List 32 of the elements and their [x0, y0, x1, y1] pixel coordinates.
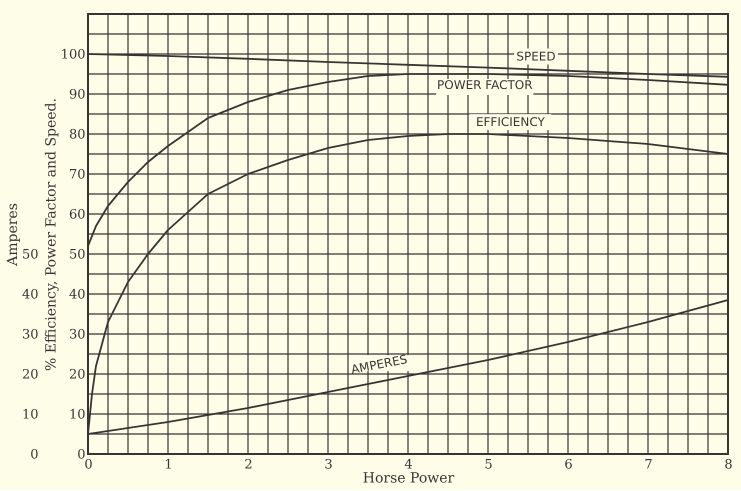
y2-tick-label: 40	[22, 288, 38, 302]
x-axis-title: Horse Power	[362, 470, 455, 486]
y-tick-label: 10	[68, 408, 86, 422]
x-tick-label: 8	[724, 458, 733, 472]
y-tick-label: 90	[68, 88, 86, 102]
y2-tick-label: 50	[22, 248, 38, 262]
x-tick-label: 5	[484, 458, 493, 472]
y-tick-label: 40	[68, 288, 86, 302]
y-axis-title: % Efficiency, Power Factor and Speed.	[44, 98, 60, 371]
x-tick-label: 4	[404, 458, 413, 472]
y2-axis-title: Amperes	[4, 203, 21, 267]
series-label: SPEED	[516, 50, 556, 64]
y2-tick-label: 0	[30, 448, 38, 462]
y-tick-label: 60	[68, 208, 86, 222]
x-tick-label: 6	[564, 458, 573, 472]
y-tick-label: 70	[68, 168, 86, 182]
y2-tick-label: 10	[22, 408, 38, 422]
x-tick-label: 2	[244, 458, 253, 472]
y2-tick-label: 20	[22, 368, 38, 382]
x-tick-label: 3	[324, 458, 333, 472]
series-label: EFFICIENCY	[476, 115, 546, 130]
y-tick-label: 0	[77, 448, 86, 462]
y-tick-label: 80	[68, 128, 86, 142]
y-tick-label: 100	[60, 48, 86, 62]
series-label: POWER FACTOR	[437, 78, 533, 92]
x-tick-label: 7	[644, 458, 653, 472]
y-tick-label: 20	[68, 368, 86, 382]
y2-tick-label: 30	[22, 328, 38, 342]
text: AMPERES	[350, 352, 408, 377]
y-tick-label: 30	[68, 328, 86, 342]
x-tick-label: 1	[164, 458, 173, 472]
y-tick-label: 50	[68, 248, 86, 262]
